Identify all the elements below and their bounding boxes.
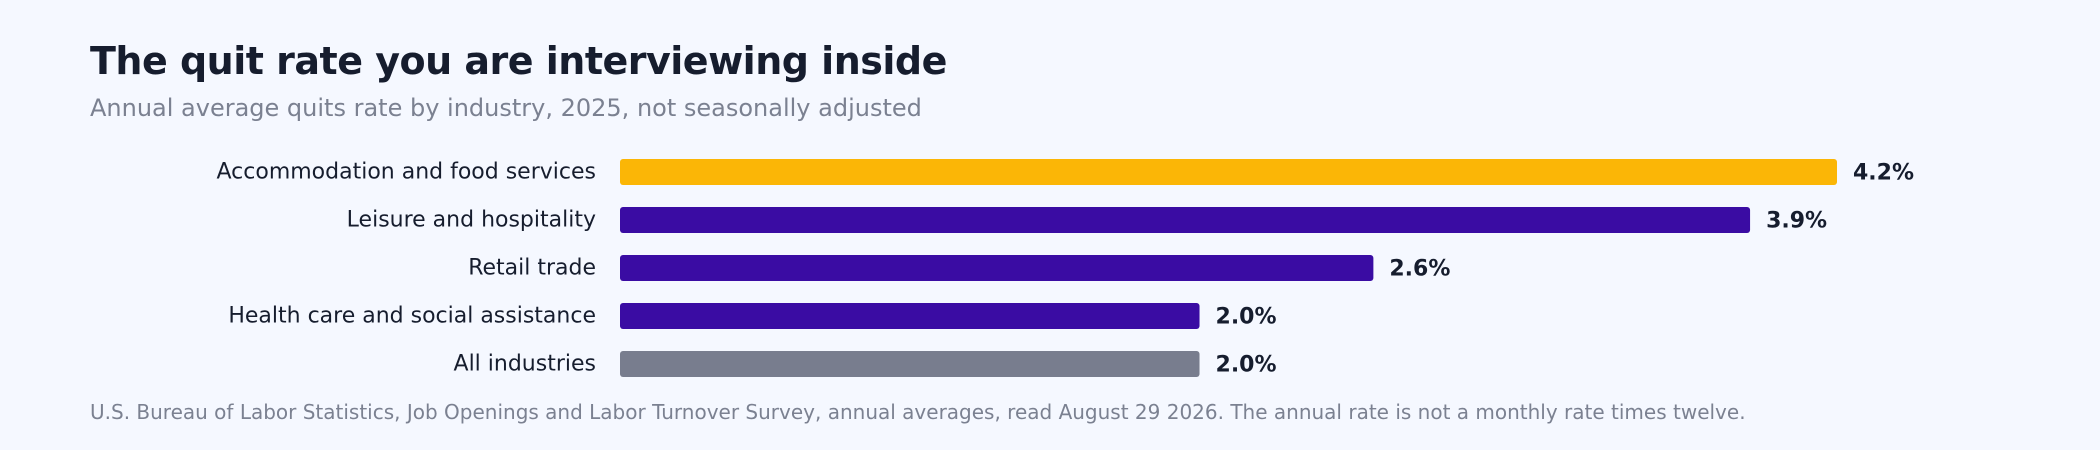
bar bbox=[620, 303, 1200, 329]
bar bbox=[620, 351, 1200, 377]
value-label: 3.9% bbox=[1766, 209, 1827, 234]
value-label: 2.0% bbox=[1216, 353, 1277, 378]
bar-row: Health care and social assistance 2.0% bbox=[228, 303, 1277, 330]
value-label: 2.0% bbox=[1216, 305, 1277, 330]
chart-subtitle: Annual average quits rate by industry, 2… bbox=[90, 94, 922, 122]
bar bbox=[620, 255, 1374, 281]
category-label: All industries bbox=[454, 352, 596, 377]
bar bbox=[620, 159, 1837, 185]
bar bbox=[620, 207, 1751, 233]
bar-row: Leisure and hospitality 3.9% bbox=[347, 207, 1827, 234]
chart-title: The quit rate you are interviewing insid… bbox=[90, 39, 947, 83]
value-label: 4.2% bbox=[1853, 161, 1914, 186]
bar-row: All industries 2.0% bbox=[454, 351, 1277, 378]
bar-row: Retail trade 2.6% bbox=[468, 255, 1450, 282]
chart-source-note: U.S. Bureau of Labor Statistics, Job Ope… bbox=[90, 400, 1746, 424]
value-label: 2.6% bbox=[1389, 257, 1450, 282]
category-label: Accommodation and food services bbox=[217, 160, 597, 185]
category-label: Leisure and hospitality bbox=[347, 208, 596, 233]
category-label: Health care and social assistance bbox=[228, 304, 596, 329]
category-label: Retail trade bbox=[468, 256, 596, 281]
bar-row: Accommodation and food services 4.2% bbox=[217, 159, 1914, 186]
